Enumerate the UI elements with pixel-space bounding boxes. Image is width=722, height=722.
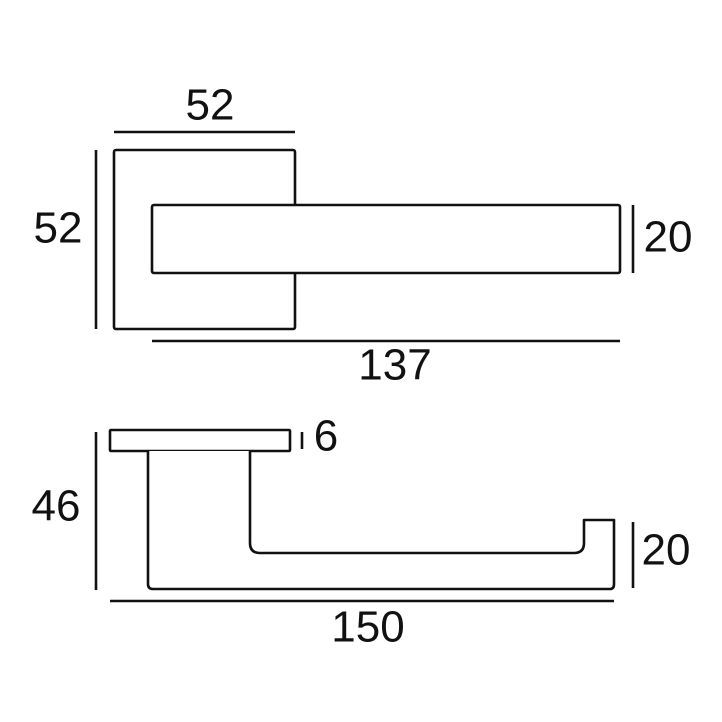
- dimension-label: 20: [642, 526, 691, 575]
- lever-profile: [146, 451, 616, 591]
- dimension-label: 52: [34, 204, 83, 253]
- dimension-label: 6: [314, 412, 338, 461]
- dimension-label: 52: [186, 81, 235, 130]
- dimension-label: 150: [331, 603, 404, 652]
- dimension-label: 137: [358, 341, 431, 390]
- lever: [150, 203, 622, 275]
- dimension-label: 20: [644, 213, 693, 262]
- dimension-label: 46: [32, 482, 81, 531]
- rose-plate: [108, 428, 292, 453]
